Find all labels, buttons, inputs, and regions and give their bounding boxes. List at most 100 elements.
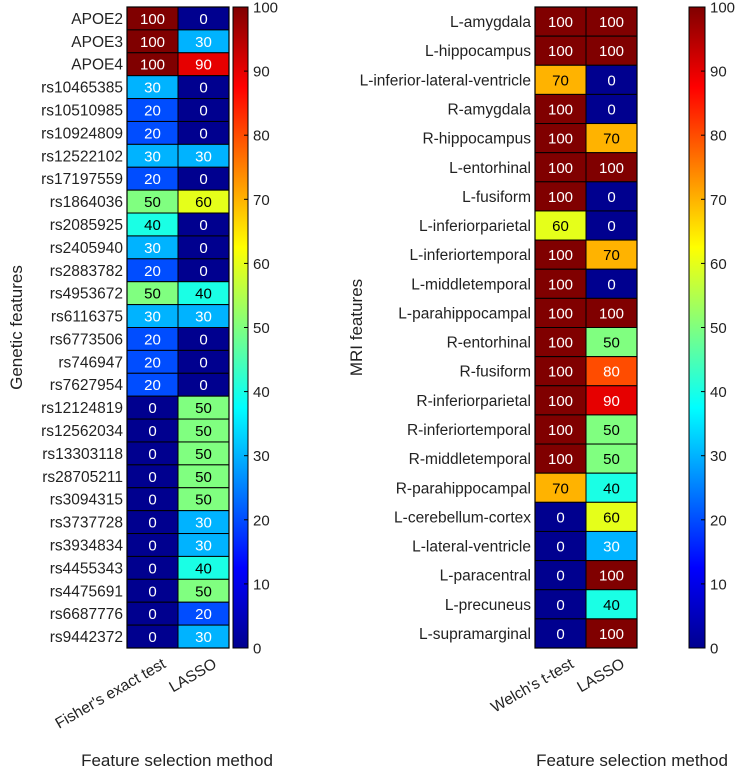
cell-value-label: 20	[144, 331, 161, 348]
cell-value-label: 60	[195, 194, 212, 211]
cell-value-label: 50	[195, 400, 212, 417]
colorbar-tick-label: 10	[253, 576, 270, 593]
cell-value-label: 0	[199, 125, 207, 142]
cell-value-label: 100	[548, 43, 573, 60]
cell-value-label: 0	[199, 354, 207, 371]
cell-value-label: 100	[548, 14, 573, 31]
cell-value-label: 0	[199, 377, 207, 394]
cell-value-label: 100	[548, 335, 573, 352]
x-axis-label: Feature selection method	[536, 751, 728, 770]
row-tick-label: rs10510985	[41, 103, 123, 120]
cell-value-label: 40	[195, 560, 212, 577]
cell-value-label: 0	[148, 492, 156, 509]
heatmap-cell	[534, 501, 587, 532]
cell-value-label: 100	[140, 57, 165, 74]
row-tick-label: L-cerebellum-cortex	[394, 509, 531, 526]
cell-value-label: 0	[607, 276, 615, 293]
colorbar-tick-label: 40	[253, 384, 270, 401]
row-tick-label: R-middletemporal	[409, 451, 531, 468]
column-tick-label: LASSO	[166, 655, 219, 696]
row-tick-label: APOE4	[71, 57, 123, 74]
colorbar-tick-label: 20	[253, 512, 270, 529]
cell-value-label: 30	[144, 240, 161, 257]
cell-value-label: 0	[148, 629, 156, 646]
colorbar-tick-label: 90	[710, 64, 727, 81]
cell-value-label: 0	[556, 626, 564, 643]
row-tick-label: rs1864036	[50, 194, 123, 211]
cell-value-label: 100	[548, 422, 573, 439]
cell-value-label: 100	[599, 568, 624, 585]
cell-value-label: 100	[548, 160, 573, 177]
heatmap-cell	[585, 181, 638, 212]
cell-value-label: 0	[556, 568, 564, 585]
cell-value-label: 0	[148, 446, 156, 463]
row-tick-label: rs9442372	[50, 629, 123, 646]
row-tick-label: R-inferiortemporal	[407, 422, 531, 439]
cell-value-label: 100	[548, 276, 573, 293]
cell-value-label: 50	[195, 469, 212, 486]
cell-value-label: 30	[603, 539, 620, 556]
heatmap-cell	[534, 152, 587, 183]
cell-value-label: 50	[603, 451, 620, 468]
heatmap-cell	[585, 297, 638, 329]
row-tick-label: rs13303118	[42, 446, 123, 463]
row-tick-label: rs12562034	[41, 423, 123, 440]
colorbar-tick-label: 90	[253, 64, 270, 81]
row-tick-label: rs4953672	[50, 286, 123, 303]
heatmap-cell	[585, 64, 638, 95]
heatmap-cell	[585, 239, 638, 270]
cell-value-label: 30	[195, 629, 212, 646]
cell-value-label: 0	[148, 469, 156, 486]
heatmap-cell	[585, 560, 638, 591]
colorbar-tick-label: 70	[253, 192, 270, 209]
column-tick-label: Fisher's exact test	[52, 655, 169, 732]
row-tick-label: rs7627954	[50, 377, 124, 394]
row-tick-label: rs3934834	[50, 537, 124, 554]
heatmap-cell	[534, 181, 587, 212]
heatmap-cell	[534, 356, 587, 387]
row-tick-label: R-entorhinal	[447, 335, 531, 352]
row-tick-label: rs17197559	[41, 171, 123, 188]
colorbar-tick-label: 60	[710, 256, 727, 273]
heatmap-cell	[585, 35, 638, 66]
cell-value-label: 100	[548, 189, 573, 206]
cell-value-label: 70	[552, 72, 569, 89]
cell-value-label: 50	[195, 446, 212, 463]
cell-value-label: 20	[144, 171, 161, 188]
heatmap-cell	[585, 327, 638, 358]
row-tick-label: rs3737728	[50, 515, 123, 532]
cell-value-label: 30	[195, 537, 212, 554]
cell-value-label: 20	[144, 377, 161, 394]
cell-value-label: 60	[552, 218, 569, 235]
row-tick-label: rs10465385	[41, 80, 123, 97]
cell-value-label: 0	[148, 583, 156, 600]
cell-value-label: 80	[603, 364, 620, 381]
cell-value-label: 0	[148, 515, 156, 532]
cell-value-label: 40	[144, 217, 161, 234]
cell-value-label: 30	[195, 309, 212, 326]
row-tick-label: APOE2	[71, 11, 123, 28]
cell-value-label: 50	[603, 335, 620, 352]
heatmap-frame	[126, 6, 230, 649]
colorbar-tick-label: 30	[253, 448, 270, 465]
cell-value-label: 100	[599, 305, 624, 322]
colorbar-tick-label: 60	[253, 256, 270, 273]
cell-value-label: 0	[199, 103, 207, 120]
colorbar-tick-label: 30	[710, 448, 727, 465]
colorbar-tick-label: 50	[253, 320, 270, 337]
heatmap-cell	[534, 210, 587, 241]
cell-value-label: 30	[195, 148, 212, 165]
cell-value-label: 70	[603, 131, 620, 148]
row-tick-label: rs4475691	[50, 583, 123, 600]
cell-value-label: 20	[144, 125, 161, 142]
cell-value-label: 0	[199, 171, 207, 188]
cell-value-label: 20	[144, 263, 161, 280]
row-tick-label: R-amygdala	[447, 101, 531, 118]
cell-value-label: 90	[195, 57, 212, 74]
row-tick-label: rs10924809	[41, 125, 123, 142]
cell-value-label: 100	[548, 364, 573, 381]
row-tick-label: rs12522102	[41, 148, 123, 165]
heatmap-frame	[534, 6, 638, 649]
cell-value-label: 0	[148, 537, 156, 554]
cell-value-label: 20	[144, 103, 161, 120]
